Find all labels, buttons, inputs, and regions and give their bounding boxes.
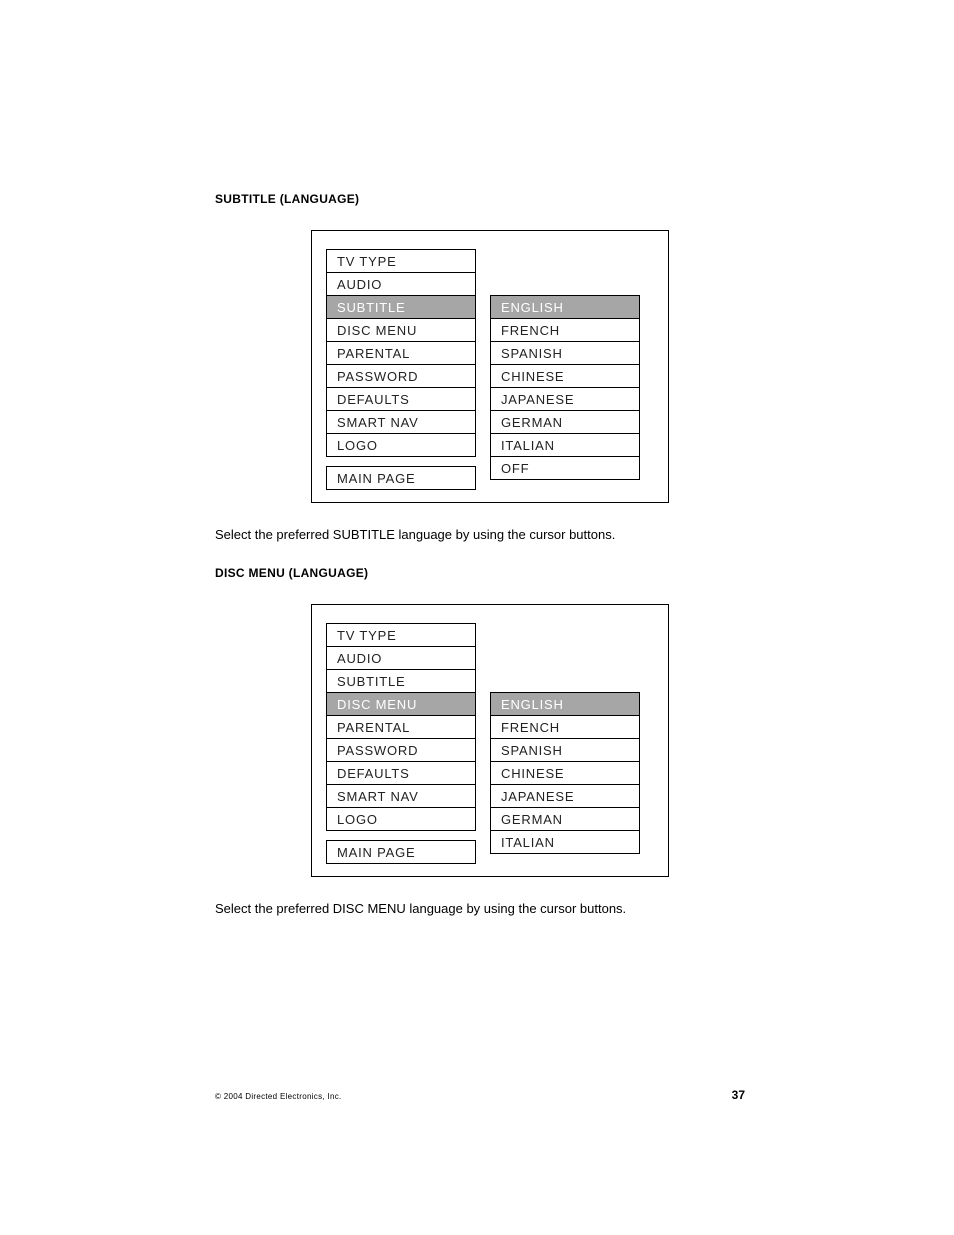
section1-heading: SUBTITLE (LANGUAGE): [215, 192, 745, 206]
page-footer: © 2004 Directed Electronics, Inc. 37: [215, 1088, 745, 1102]
menu-item-logo[interactable]: LOGO: [326, 433, 476, 457]
section1-right-column: ENGLISH FRENCH SPANISH CHINESE JAPANESE …: [490, 295, 640, 490]
option-japanese[interactable]: JAPANESE: [490, 784, 640, 808]
menu-item-disc-menu[interactable]: DISC MENU: [326, 692, 476, 716]
menu-item-audio[interactable]: AUDIO: [326, 646, 476, 670]
option-english[interactable]: ENGLISH: [490, 692, 640, 716]
option-french[interactable]: FRENCH: [490, 715, 640, 739]
content-area: SUBTITLE (LANGUAGE) TV TYPE AUDIO SUBTIT…: [215, 192, 745, 940]
menu-item-subtitle[interactable]: SUBTITLE: [326, 669, 476, 693]
menu-item-password[interactable]: PASSWORD: [326, 738, 476, 762]
menu-item-smart-nav[interactable]: SMART NAV: [326, 410, 476, 434]
section2-left-column: TV TYPE AUDIO SUBTITLE DISC MENU PARENTA…: [326, 623, 476, 864]
option-chinese[interactable]: CHINESE: [490, 761, 640, 785]
menu-item-main-page[interactable]: MAIN PAGE: [326, 840, 476, 864]
menu-item-parental[interactable]: PARENTAL: [326, 341, 476, 365]
section2-menu-diagram: TV TYPE AUDIO SUBTITLE DISC MENU PARENTA…: [311, 604, 669, 877]
section1-caption: Select the preferred SUBTITLE language b…: [215, 527, 745, 542]
option-french[interactable]: FRENCH: [490, 318, 640, 342]
section2-caption: Select the preferred DISC MENU language …: [215, 901, 745, 916]
option-spanish[interactable]: SPANISH: [490, 738, 640, 762]
option-german[interactable]: GERMAN: [490, 807, 640, 831]
option-japanese[interactable]: JAPANESE: [490, 387, 640, 411]
section2-heading: DISC MENU (LANGUAGE): [215, 566, 745, 580]
menu-item-audio[interactable]: AUDIO: [326, 272, 476, 296]
menu-item-defaults[interactable]: DEFAULTS: [326, 387, 476, 411]
page-number: 37: [732, 1088, 745, 1102]
option-chinese[interactable]: CHINESE: [490, 364, 640, 388]
option-german[interactable]: GERMAN: [490, 410, 640, 434]
option-italian[interactable]: ITALIAN: [490, 433, 640, 457]
menu-item-smart-nav[interactable]: SMART NAV: [326, 784, 476, 808]
menu-item-logo[interactable]: LOGO: [326, 807, 476, 831]
menu-item-disc-menu[interactable]: DISC MENU: [326, 318, 476, 342]
option-spanish[interactable]: SPANISH: [490, 341, 640, 365]
section2-right-column: ENGLISH FRENCH SPANISH CHINESE JAPANESE …: [490, 692, 640, 864]
section1-menu-diagram: TV TYPE AUDIO SUBTITLE DISC MENU PARENTA…: [311, 230, 669, 503]
menu-item-password[interactable]: PASSWORD: [326, 364, 476, 388]
page: SUBTITLE (LANGUAGE) TV TYPE AUDIO SUBTIT…: [0, 0, 954, 1235]
menu-item-parental[interactable]: PARENTAL: [326, 715, 476, 739]
copyright-text: © 2004 Directed Electronics, Inc.: [215, 1092, 342, 1101]
menu-item-defaults[interactable]: DEFAULTS: [326, 761, 476, 785]
option-off[interactable]: OFF: [490, 456, 640, 480]
menu-item-tv-type[interactable]: TV TYPE: [326, 623, 476, 647]
section1-left-column: TV TYPE AUDIO SUBTITLE DISC MENU PARENTA…: [326, 249, 476, 490]
menu-item-tv-type[interactable]: TV TYPE: [326, 249, 476, 273]
option-english[interactable]: ENGLISH: [490, 295, 640, 319]
menu-item-main-page[interactable]: MAIN PAGE: [326, 466, 476, 490]
option-italian[interactable]: ITALIAN: [490, 830, 640, 854]
menu-item-subtitle[interactable]: SUBTITLE: [326, 295, 476, 319]
